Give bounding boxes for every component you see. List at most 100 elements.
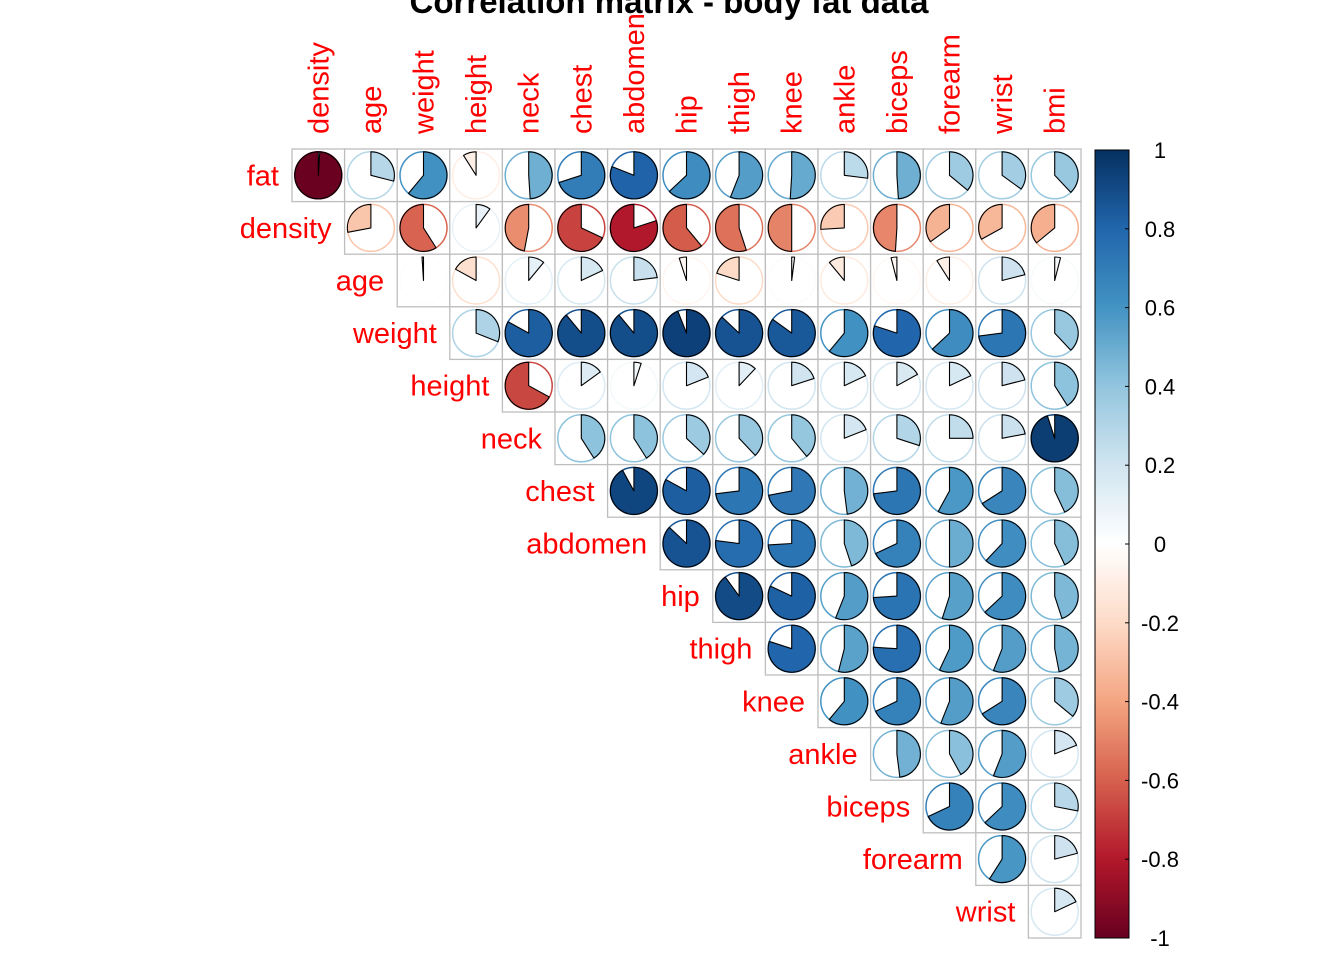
pie-wedge: [678, 256, 688, 282]
pie-wedge: [843, 361, 867, 387]
row-label-hip: hip: [661, 581, 700, 613]
cell-neck-wrist: [975, 411, 1030, 466]
cell-thigh-forearm: [922, 621, 977, 676]
pie-wedge: [1001, 414, 1026, 439]
pie-wedge: [633, 414, 658, 459]
cell-age-bmi: [1027, 253, 1082, 308]
pie-wedge: [633, 361, 642, 387]
cell-fat-forearm: [922, 148, 977, 203]
pie-wedge: [992, 624, 1027, 673]
chart-title: Correlation matrix - body fat data: [410, 0, 930, 20]
pie-wedge: [984, 572, 1027, 621]
pie-wedge: [407, 151, 448, 200]
pie-wedge: [1054, 309, 1079, 351]
pie-wedge: [875, 519, 921, 568]
cell-age-ankle: [817, 253, 872, 308]
cell-density-forearm: [922, 200, 977, 255]
pie-wedge: [1054, 151, 1079, 193]
pie-wedge: [1054, 466, 1079, 513]
cell-abdomen-ankle: [817, 516, 872, 571]
cell-chest-hip: [659, 463, 714, 518]
cell-density-weight: [396, 200, 451, 255]
colorbar-tick-label: -0.8: [1141, 847, 1179, 872]
cell-height-knee: [764, 358, 819, 413]
row-label-wrist: wrist: [955, 897, 1016, 929]
cell-biceps-bmi: [1027, 779, 1082, 834]
cell-weight-thigh: [712, 306, 767, 361]
row-label-chest: chest: [525, 476, 594, 508]
pie-wedge: [941, 572, 974, 621]
cell-height-wrist: [975, 358, 1030, 413]
pie-wedge: [609, 203, 658, 252]
pie-wedge: [988, 835, 1027, 884]
cell-knee-ankle: [817, 674, 872, 729]
pie-wedge: [716, 256, 740, 282]
pie-wedge: [767, 203, 793, 252]
cell-chest-forearm: [922, 463, 977, 518]
colorbar-tick-label: -0.4: [1141, 690, 1179, 715]
cell-age-chest: [554, 253, 609, 308]
pie-wedge: [1054, 729, 1078, 755]
col-label-abdomen: abdomen: [619, 13, 651, 134]
colorbar-tick-label: 0.2: [1145, 453, 1176, 478]
pie-wedge: [948, 361, 972, 387]
pie-wedge: [1054, 572, 1079, 619]
cell-chest-bmi: [1027, 463, 1082, 518]
pie-wedge: [828, 309, 869, 358]
cell-forearm-wrist: [975, 832, 1030, 887]
cell-chest-ankle: [817, 463, 872, 518]
pie-wedge: [767, 519, 816, 568]
pie-wedge: [715, 309, 764, 358]
pie-wedge: [843, 151, 869, 179]
pie-wedge: [948, 414, 974, 439]
cell-knee-wrist: [975, 674, 1030, 729]
cell-density-ankle: [817, 200, 872, 255]
cell-fat-abdomen: [606, 148, 661, 203]
cell-density-abdomen: [606, 200, 661, 255]
cell-wrist-bmi: [1027, 884, 1082, 939]
cell-ankle-forearm: [922, 726, 977, 781]
pie-wedge: [872, 572, 921, 621]
pie-wedge: [1030, 414, 1079, 463]
pie-wedge: [685, 361, 709, 387]
cell-height-thigh: [712, 358, 767, 413]
col-label-chest: chest: [566, 65, 598, 134]
cell-chest-biceps: [869, 463, 924, 518]
cell-age-knee: [764, 253, 819, 308]
pie-wedge: [789, 151, 816, 200]
col-label-bmi: bmi: [1040, 87, 1072, 134]
cell-fat-thigh: [712, 148, 767, 203]
cell-neck-bmi: [1027, 411, 1082, 466]
pie-wedge: [896, 414, 921, 447]
cell-hip-bmi: [1027, 569, 1082, 624]
pie-wedge: [662, 519, 711, 568]
cell-weight-biceps: [869, 306, 924, 361]
cell-age-forearm: [922, 253, 977, 308]
row-label-abdomen: abdomen: [526, 529, 647, 561]
cell-knee-biceps: [869, 674, 924, 729]
pie-wedge: [936, 256, 951, 282]
pie-wedge: [633, 256, 658, 282]
cell-age-wrist: [975, 253, 1030, 308]
col-label-weight: weight: [409, 50, 441, 135]
cell-fat-hip: [659, 148, 714, 203]
pie-wedge: [992, 729, 1027, 778]
cell-age-weight: [396, 253, 451, 308]
cell-height-neck: [501, 358, 556, 413]
pie-wedge: [580, 361, 601, 387]
pie-wedge: [835, 572, 869, 621]
pie-wedge: [1054, 835, 1079, 860]
pie-wedge: [843, 466, 869, 515]
pie-wedge: [896, 729, 921, 778]
cell-weight-wrist: [975, 306, 1030, 361]
pie-wedge: [843, 519, 869, 567]
pie-wedge: [1030, 203, 1056, 244]
col-label-knee: knee: [777, 71, 809, 134]
cell-ankle-bmi: [1027, 726, 1082, 781]
cell-hip-knee: [764, 569, 819, 624]
cell-thigh-wrist: [975, 621, 1030, 676]
pie-wedge: [925, 203, 951, 243]
pie-wedge: [940, 677, 974, 726]
cell-height-biceps: [869, 358, 924, 413]
